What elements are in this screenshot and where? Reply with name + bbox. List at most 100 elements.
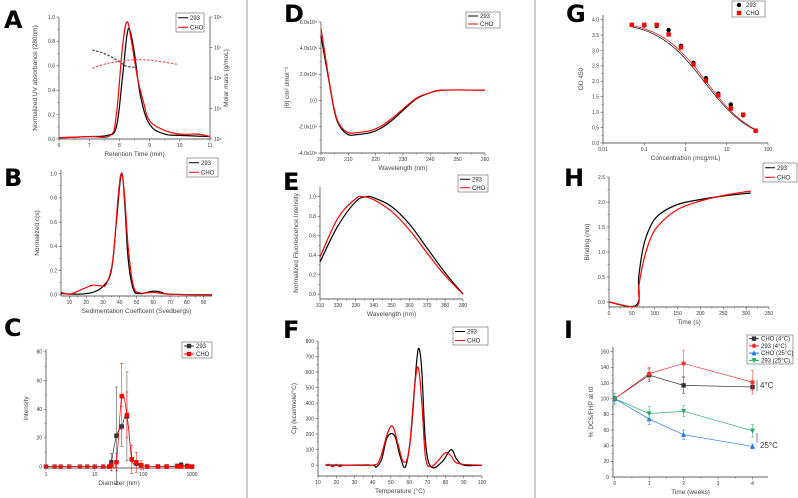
- panel-label: C: [4, 314, 22, 342]
- series-293: [320, 36, 486, 136]
- data-point: [666, 27, 671, 33]
- x-tick-label: 50: [388, 480, 394, 486]
- legend: 293 CHO: [465, 11, 501, 29]
- x-tick-label: 1000: [186, 472, 197, 478]
- x-tick-label: 60: [150, 300, 156, 306]
- data-point: [654, 22, 659, 28]
- y-tick-label: 140: [601, 365, 610, 371]
- x-tick-label: 50: [629, 311, 635, 317]
- y-tick-label: 0.0: [48, 137, 55, 143]
- legend-label: 293: [196, 344, 207, 350]
- panel-a: A 6 7 8 9 10 11 0.0 0.2 0.4 0.6 0.8 1.0 10⁴ 10⁵ 10⁶ 10⁷ 1…: [4, 6, 230, 158]
- legend-marker: [736, 2, 742, 8]
- panel-e: E 310 320 330 340 350 360 370 380 390 0.0 0.2 0.4 0.6…: [283, 168, 489, 318]
- x-tick-label: 310: [316, 303, 325, 309]
- legend: 293 CHO: [731, 0, 766, 18]
- series-293: [58, 27, 211, 139]
- legend: 293 CHO: [452, 326, 489, 346]
- y-tick-label: 1.0: [50, 171, 57, 177]
- y-tick-label: 300: [306, 416, 315, 422]
- series-line: [608, 192, 751, 308]
- legend-label: CHO (4°C): [761, 337, 790, 343]
- panel-f: F 10 20 30 40 50 60 70 80 90 100 0 100 200 300 400 500 60…: [283, 316, 489, 495]
- y-tick-label: 60: [36, 378, 42, 384]
- series-line: [46, 414, 193, 468]
- data-point: [703, 78, 709, 83]
- data-point: [164, 464, 169, 469]
- x-tick-label: 20: [333, 480, 339, 486]
- x-tick-label: 230: [399, 157, 408, 163]
- y-tick-label: 4.0x10⁵: [300, 46, 317, 52]
- x-tick-label: 200: [317, 157, 326, 163]
- legend-marker: [186, 351, 192, 357]
- x-axis-label: Wavelength (nm): [378, 165, 427, 172]
- data-point: [189, 464, 195, 469]
- y-tick-label: 1.0: [309, 195, 316, 201]
- legend-marker: [751, 358, 757, 364]
- legend-label: CHO: [190, 25, 204, 31]
- legend-label: CHO: [472, 186, 486, 192]
- x-tick-label: 100: [764, 147, 773, 153]
- data-point: [109, 460, 114, 465]
- legend-label: CHO (25°C): [761, 351, 793, 357]
- x-tick-label: 40: [117, 300, 123, 306]
- x-tick-label: 60: [406, 480, 412, 486]
- legend-label: CHO: [467, 339, 481, 345]
- x-tick-label: 80: [184, 300, 190, 306]
- y-tick-label: 800: [306, 339, 315, 345]
- legend: CHO (4°C)293 (4°C)CHO (25°C)293 (25°C): [746, 334, 793, 364]
- data-point: [666, 32, 671, 37]
- y-tick-label: 2.0: [592, 79, 599, 85]
- panel-label: B: [4, 164, 22, 192]
- x-tick-label: 370: [423, 303, 432, 309]
- data-point: [716, 92, 721, 98]
- x-tick-label: 100: [478, 480, 487, 486]
- series-cho: [320, 28, 486, 134]
- y-axis-label: Intensity: [23, 396, 30, 421]
- x-tick-label: 320: [334, 303, 343, 309]
- y-axis-label: Cp (kcal/mole/°C): [290, 383, 298, 434]
- legend-marker: [751, 350, 757, 356]
- x-tick-label: 360: [405, 303, 414, 309]
- y-tick-label: 3.5: [592, 33, 599, 39]
- series-293: [629, 22, 758, 133]
- y-tick-label: 500: [306, 385, 315, 391]
- x-tick-label: 80: [443, 480, 449, 486]
- y-tick-label: 0.8: [309, 214, 316, 220]
- panel-label: G: [566, 0, 586, 28]
- y-tick-label: 20: [603, 459, 609, 465]
- legend-label: 293: [190, 16, 201, 22]
- data-point: [681, 361, 686, 366]
- y-tick-label: 100: [306, 447, 315, 453]
- y-axis-label: Binding (nm): [584, 224, 591, 261]
- series-line: [325, 347, 483, 469]
- series-line: [614, 363, 753, 399]
- x-tick-label: 50: [134, 300, 140, 306]
- series-cho: [608, 190, 751, 308]
- data-point: [646, 371, 652, 376]
- data-point: [175, 464, 180, 469]
- y-tick-label: 0.0: [592, 141, 599, 147]
- y-tick-label: 0.8: [48, 39, 55, 45]
- y2-tick-label: 10⁸: [214, 15, 222, 21]
- y-axis-label: Normalized UV absorbance (280nm): [32, 25, 39, 131]
- x-tick-label: 250: [453, 157, 462, 163]
- y-tick-label: 0: [311, 463, 314, 469]
- y-tick-label: 20: [36, 436, 42, 442]
- legend-marker: [751, 336, 757, 341]
- series-line: [58, 27, 211, 139]
- series-293: [319, 195, 464, 295]
- y-tick-label: 0.2: [309, 272, 316, 278]
- series-line: [614, 374, 753, 399]
- fit-curve: [631, 26, 756, 131]
- x-tick-label: 10: [177, 143, 183, 149]
- y-tick-label: 1.5: [598, 225, 605, 231]
- x-axis-label: Time (weeks): [671, 489, 710, 496]
- series-cho: [325, 366, 483, 468]
- data-point: [185, 464, 190, 469]
- data-point: [629, 22, 635, 28]
- y-tick-label: 2.5: [598, 175, 605, 181]
- y-tick-label: 0.4: [50, 244, 57, 250]
- y2-axis-label: Molar mass (g/moL): [223, 49, 230, 107]
